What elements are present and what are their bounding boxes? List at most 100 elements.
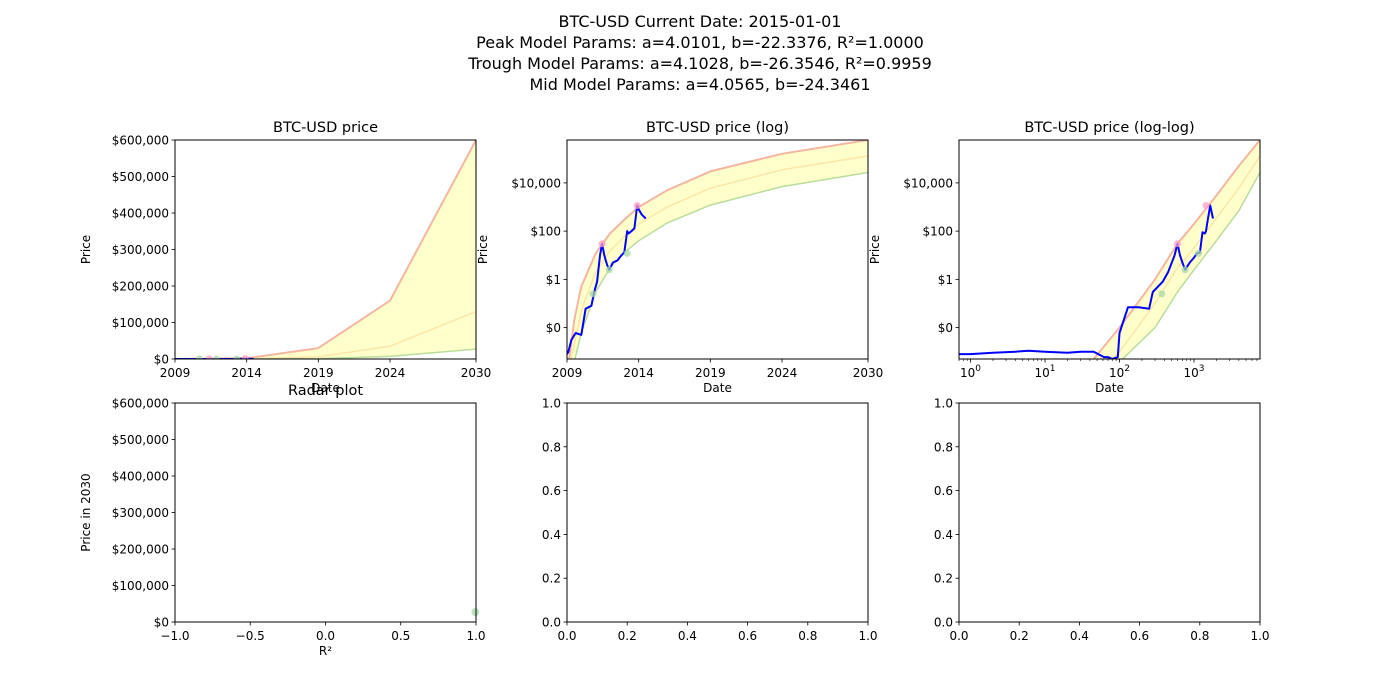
- x-tick-label: 2009: [552, 366, 583, 380]
- peak-marker: [1202, 202, 1210, 210]
- x-tick-label-base: 10: [1035, 366, 1050, 380]
- y-tick-label: $100,000: [112, 579, 169, 593]
- y-tick-label: 0.0: [934, 616, 953, 630]
- x-tick-label: 2030: [461, 366, 492, 380]
- suptitle-line: Mid Model Params: a=4.0565, b=-24.3461: [529, 75, 871, 94]
- price-series-line: [959, 204, 1214, 359]
- x-axis-label: R²: [319, 644, 332, 658]
- empty-chart-1: 0.0 0.2 0.4 0.6 0.8 1.0 0.0 0.2 0.4 0.6 0.8 1.0: [542, 397, 878, 644]
- suptitle-line: BTC-USD Current Date: 2015-01-01: [558, 12, 842, 31]
- y-tick-label: 0.6: [542, 484, 561, 498]
- mid-series-line: [1111, 155, 1260, 359]
- trough-series-line: [1122, 172, 1260, 359]
- y-tick-label: $200,000: [112, 280, 169, 294]
- x-tick-label: 2024: [375, 366, 406, 380]
- trough-marker: [589, 290, 597, 298]
- y-tick-label: $1: [546, 273, 561, 287]
- y-axis-label: Price: [79, 235, 93, 264]
- y-tick-label: 0.2: [542, 572, 561, 586]
- price-chart: 2009 2014 2019 2024 2030 $0 $100,000 $200,000 $3…: [79, 120, 491, 395]
- price-log-chart: 2009 2014 2019 2024 2030 $0 $1 $100 $10,000 BTC-U…: [476, 120, 883, 395]
- x-tick-label: 103: [1183, 364, 1204, 380]
- price-series-line: [567, 204, 647, 355]
- y-tick-label: $300,000: [112, 243, 169, 257]
- x-tick-label-exponent: 3: [1199, 364, 1205, 374]
- y-tick-label: $600,000: [112, 134, 169, 148]
- plot-area: [175, 140, 476, 359]
- x-tick-label: 1.0: [1250, 629, 1269, 643]
- x-tick-label: 0.0: [316, 629, 335, 643]
- trough-marker: [1158, 290, 1166, 298]
- x-tick-label: 2014: [231, 366, 262, 380]
- x-tick-label: 0.8: [798, 629, 817, 643]
- y-axis-label: Price: [868, 235, 882, 264]
- y-tick-label: $500,000: [112, 170, 169, 184]
- y-tick-label: 0.2: [934, 572, 953, 586]
- radar-chart: −1.0 −0.5 0.0 0.5 1.0 $0 $100,000 $200,000 $300,…: [79, 383, 486, 658]
- x-tick-label: 0.4: [1070, 629, 1089, 643]
- plot-area: [959, 140, 1260, 359]
- y-tick-label: $300,000: [112, 506, 169, 520]
- x-tick-label: 0.0: [557, 629, 576, 643]
- y-tick-label: 0.8: [934, 440, 953, 454]
- chart-title: BTC-USD price: [273, 120, 378, 136]
- x-tick-label-base: 10: [1183, 366, 1198, 380]
- y-tick-label: $1: [938, 273, 953, 287]
- x-tick-label: 0.2: [618, 629, 637, 643]
- x-tick-label-base: 10: [1109, 366, 1124, 380]
- x-tick-label: 2019: [303, 366, 334, 380]
- x-tick-label: 0.6: [1130, 629, 1149, 643]
- y-tick-label: $10,000: [903, 176, 953, 190]
- chart-title: BTC-USD price (log): [646, 120, 789, 136]
- y-axis-label: Price: [476, 235, 490, 264]
- y-tick-label: $600,000: [112, 397, 169, 411]
- x-tick-label: 2019: [695, 366, 726, 380]
- axes-frame: [958, 139, 1261, 360]
- x-tick-label: 0.4: [678, 629, 697, 643]
- trough-marker: [1194, 249, 1202, 257]
- suptitle-line: Peak Model Params: a=4.0101, b=-22.3376,…: [476, 33, 924, 52]
- trough-marker: [233, 355, 241, 359]
- y-tick-label: $100: [530, 225, 561, 239]
- x-tick-label: 1.0: [466, 629, 485, 643]
- x-tick-label: 0.5: [391, 629, 410, 643]
- suptitle-line: Trough Model Params: a=4.1028, b=-26.354…: [468, 54, 932, 73]
- x-axis-label: Date: [311, 381, 340, 395]
- x-tick-label: 102: [1109, 364, 1130, 380]
- empty-chart-2: 0.0 0.2 0.4 0.6 0.8 1.0 0.0 0.2 0.4 0.6 0.8 1.0: [934, 397, 1270, 644]
- x-tick-label: 2030: [853, 366, 884, 380]
- x-tick-label: 0.0: [949, 629, 968, 643]
- x-tick-label: 100: [960, 364, 981, 380]
- axes-frame: [566, 402, 869, 623]
- scatter-point: [471, 608, 480, 617]
- y-tick-label: 0.6: [934, 484, 953, 498]
- plot-area: [567, 140, 868, 359]
- trough-marker: [195, 355, 203, 359]
- x-tick-label: 0.6: [738, 629, 757, 643]
- x-tick-label-exponent: 0: [975, 364, 981, 374]
- axes-frame: [174, 402, 477, 623]
- figure-suptitle: BTC-USD Current Date: 2015-01-01 Peak Mo…: [0, 11, 1400, 95]
- x-tick-label: −0.5: [236, 629, 265, 643]
- y-tick-label: 1.0: [542, 397, 561, 411]
- peak-marker: [1173, 240, 1181, 248]
- model-band: [569, 140, 868, 359]
- x-tick-label-base: 10: [960, 366, 975, 380]
- y-tick-label: 0.4: [542, 528, 561, 542]
- y-tick-label: $0: [546, 321, 561, 335]
- x-tick-label: 101: [1035, 364, 1056, 380]
- axes-frame: [958, 402, 1261, 623]
- peak-marker: [598, 240, 606, 248]
- x-tick-label: 0.8: [1190, 629, 1209, 643]
- x-tick-label: 2024: [767, 366, 798, 380]
- y-tick-label: $0: [154, 616, 169, 630]
- x-axis-label: Date: [1095, 381, 1124, 395]
- peak-marker: [205, 355, 213, 359]
- chart-title: Radar plot: [288, 383, 363, 399]
- y-tick-label: $100,000: [112, 316, 169, 330]
- peak-series-line: [568, 140, 868, 359]
- y-tick-label: $400,000: [112, 470, 169, 484]
- y-tick-label: 0.0: [542, 616, 561, 630]
